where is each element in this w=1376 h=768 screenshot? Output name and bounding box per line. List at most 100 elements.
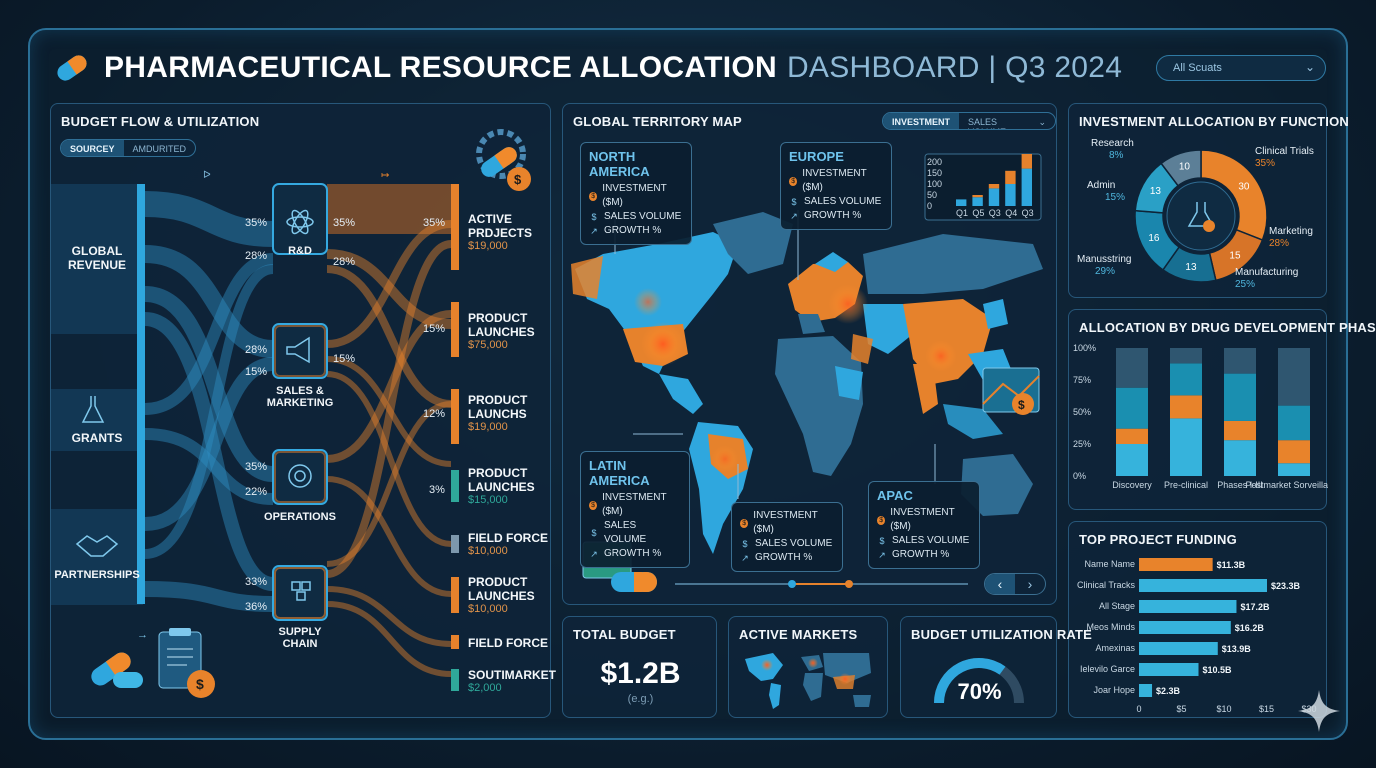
next-button[interactable]: › <box>1027 576 1033 592</box>
mini-x-tick: Q4 <box>1005 208 1017 218</box>
coin-icon: $ <box>589 500 598 510</box>
donut-value-label: 13 <box>1150 186 1162 197</box>
project-label: Joar Hope <box>1093 685 1135 695</box>
project-bar <box>1139 684 1153 697</box>
target-product-launches: PRODUCT LAUNCHES $15,000 <box>468 466 535 506</box>
phase-bar-segment <box>1116 444 1148 476</box>
project-x-tick: $5 <box>1176 704 1186 714</box>
total-budget-note: (e.g.) <box>627 693 654 705</box>
pct-label: 35% <box>333 217 356 229</box>
map-metric-toggle: INVESTMENT SALES VOLUME ⌄ <box>882 112 1056 130</box>
budget-flow-title: BUDGET FLOW & UTILIZATION <box>61 114 260 129</box>
toggle-sales-volume[interactable]: SALES VOLUME <box>968 117 1006 129</box>
pct-label: 35% <box>245 217 268 229</box>
pct-label: 36% <box>245 601 268 613</box>
region-card-europe[interactable]: EUROPE $ INVESTMENT ($M) $ SALES VOLUME ↗ G… <box>780 142 892 230</box>
phase-bar-segment <box>1278 440 1310 464</box>
dollar-icon: $ <box>591 528 597 538</box>
total-budget-title: TOTAL BUDGET <box>573 627 676 642</box>
phase-bar-segment <box>1278 405 1310 441</box>
coin-icon: $ <box>877 515 886 525</box>
pct-label: 28% <box>245 344 268 356</box>
mini-y-tick: 0 <box>927 201 932 211</box>
chevron-down-icon: ⌄ <box>1304 60 1315 74</box>
project-value-label: $10.5B <box>1203 665 1233 675</box>
territory-map-panel: GLOBAL TERRITORY MAP INVESTMENT SALES VO… <box>562 103 1057 605</box>
region-card-latin-america[interactable]: LATIN AMERICA $ INVESTMENT ($M) $ SALES VO… <box>580 451 690 568</box>
donut-category-label: Research <box>1091 138 1134 149</box>
project-x-tick: 0 <box>1136 704 1141 714</box>
page-title: PHARMACEUTICAL RESOURCE ALLOCATION <box>104 51 777 84</box>
phase-bar-segment <box>1278 463 1310 476</box>
flask-icon <box>81 396 105 423</box>
project-value-label: $13.9B <box>1222 644 1252 654</box>
phase-bar-segment <box>1170 395 1202 419</box>
donut-category-label: Admin <box>1087 180 1115 191</box>
utilization-value: 70% <box>957 679 1002 704</box>
utilization-card: BUDGET UTILIZATION RATE 70% <box>900 616 1092 718</box>
phase-x-tick: Pre-clinical <box>1164 480 1208 490</box>
region-card-north-america[interactable]: NORTH AMERICA $ INVESTMENT ($M) $ SALES VO… <box>580 142 692 245</box>
project-x-tick: $10 <box>1216 704 1231 714</box>
phase-x-tick: Phases I-III <box>1217 480 1263 490</box>
project-bar <box>1139 642 1218 655</box>
phase-allocation-title: ALLOCATION BY DRUG DEVELOPMENT PHASE <box>1079 320 1376 335</box>
handshake-icon <box>75 535 119 557</box>
toggle-investment[interactable]: INVESTMENT <box>883 113 960 129</box>
phase-bar-segment <box>1116 348 1148 388</box>
source-partnerships: PARTNERSHIPS <box>54 569 140 581</box>
region-card-apac[interactable]: APAC $ INVESTMENT ($M) $ SALES VOLUME ↗ GRO… <box>868 481 980 569</box>
pct-label: 28% <box>333 256 356 268</box>
svg-text:ᐅ: ᐅ <box>203 170 211 181</box>
total-budget-value: $1.2B <box>600 657 681 690</box>
pct-label: 15% <box>333 353 356 365</box>
mini-y-tick: 100 <box>927 179 942 189</box>
project-value-label: $11.3B <box>1217 560 1246 570</box>
pct-label: 22% <box>245 486 268 498</box>
donut-category-label: Manufacturing <box>1235 267 1298 278</box>
flask-icon <box>1187 202 1215 227</box>
budget-flow-panel: BUDGET FLOW & UTILIZATION SOURCEY AMDURI… <box>50 103 556 718</box>
total-budget-card: TOTAL BUDGET $1.2B (e.g.) <box>562 616 717 718</box>
toggle-sources[interactable]: SOURCEY <box>61 140 124 156</box>
page-subtitle: DASHBOARD | Q3 2024 <box>786 51 1123 84</box>
source-grants: GRANTS <box>71 431 123 445</box>
donut-percent-label: 28% <box>1269 238 1289 249</box>
mini-bar <box>1005 170 1016 184</box>
donut-slice <box>1160 149 1202 187</box>
project-value-label: $2.3B <box>1156 686 1181 696</box>
world-map[interactable]: $ <box>563 104 1058 606</box>
project-label: Meos Minds <box>1086 622 1135 632</box>
phase-bar-segment <box>1224 348 1256 374</box>
prev-button[interactable]: ‹ <box>985 574 1015 594</box>
svg-text:$: $ <box>196 676 204 692</box>
project-bar <box>1139 579 1267 592</box>
target-pct: 12% <box>423 408 446 420</box>
coin-icon: $ <box>740 518 749 528</box>
sankey-diagram: ᐅ ↦ $ <box>51 129 531 698</box>
budget-flow-toggle: SOURCEY AMDURITED <box>60 139 197 157</box>
toggle-amortized[interactable]: AMDURITED <box>132 144 187 154</box>
top-projects-title: TOP PROJECT FUNDING <box>1079 532 1237 547</box>
project-x-tick: $15 <box>1259 704 1274 714</box>
chevron-down-icon[interactable]: ⌄ <box>1038 117 1046 127</box>
scope-dropdown-value: All Scuats <box>1173 62 1222 74</box>
donut-percent-label: 35% <box>1255 158 1275 169</box>
phase-bar-segment <box>1224 420 1256 441</box>
map-icon: $ <box>982 367 1040 415</box>
dollar-icon: $ <box>742 539 748 549</box>
project-label: Clinical Tracks <box>1077 580 1136 590</box>
region-card-unlabeled[interactable]: $ INVESTMENT ($M) $ SALES VOLUME ↗ GROWTH % <box>731 502 843 572</box>
mini-bar <box>972 197 983 206</box>
top-projects-bar-chart: Name Name $11.3B Clinical Tracks $23.3B All … <box>1077 558 1317 714</box>
mini-bar <box>972 195 983 198</box>
dollar-icon: $ <box>879 536 885 546</box>
mini-y-tick: 150 <box>927 168 942 178</box>
project-bar <box>1139 621 1231 634</box>
node-rnd-label: R&D <box>288 245 312 257</box>
target-field-force: FIELD FORCE <box>468 636 548 650</box>
scope-dropdown[interactable]: All Scuats ⌄ <box>1156 55 1326 81</box>
function-allocation-panel: INVESTMENT ALLOCATION BY FUNCTION 30 Clin… <box>1068 103 1349 298</box>
target-pct: 35% <box>423 217 446 229</box>
target-product-launchs: PRODUCT LAUNCHS $19,000 <box>468 393 528 433</box>
